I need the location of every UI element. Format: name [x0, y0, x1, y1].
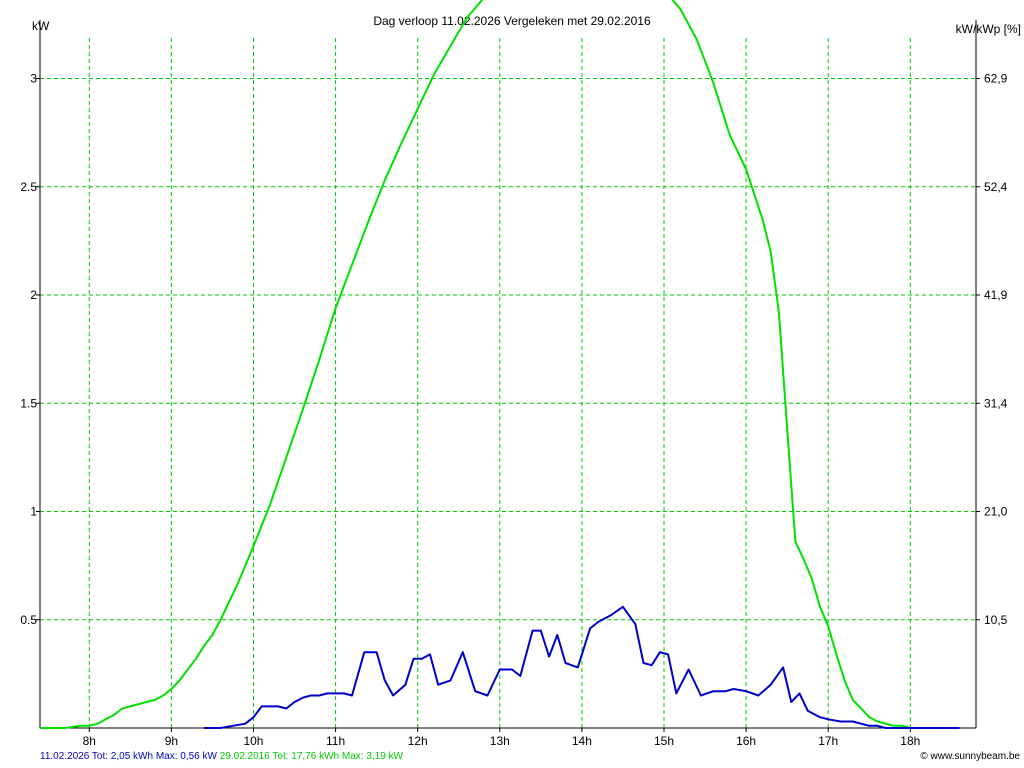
series-line-29-02-2016 — [40, 0, 960, 729]
x-tick-label: 18h — [900, 734, 920, 748]
y-tick-label-right: 52,4 — [984, 180, 1008, 194]
y-tick-label-right: 21,0 — [984, 505, 1008, 519]
x-tick-label: 9h — [165, 734, 178, 748]
y-tick-label-left: 2.5 — [20, 180, 37, 194]
grid-lines — [36, 38, 980, 732]
y-tick-label-right: 31,4 — [984, 396, 1008, 410]
y-tick-label-left: 3 — [30, 72, 37, 86]
y-tick-label-left: 0.5 — [20, 613, 37, 627]
legend-footer: 11.02.2026 Tot: 2,05 kWh Max: 0,56 kW 29… — [40, 751, 403, 762]
x-tick-label: 16h — [736, 734, 756, 748]
y-tick-label-right: 62,9 — [984, 72, 1008, 86]
y-tick-label-right: 10,5 — [984, 613, 1008, 627]
x-tick-label: 12h — [408, 734, 428, 748]
series-lines — [40, 0, 960, 729]
y-tick-label-right: 41,9 — [984, 288, 1008, 302]
series-line-11-02-2026 — [204, 605, 960, 729]
x-tick-label: 11h — [326, 734, 345, 748]
x-tick-label: 17h — [818, 734, 838, 748]
legend-series-29-02-2016: 29.02.2016 Tot: 17,76 kWh Max: 3,19 kW — [219, 751, 403, 762]
tick-labels: 0.5 10,5 1 21,0 1.5 31,4 2 41,9 2.5 52,4 3 62,9 8h 9h… — [20, 72, 1007, 749]
y-tick-label-left: 2 — [30, 288, 37, 302]
x-tick-label: 14h — [572, 734, 592, 748]
x-tick-label: 15h — [654, 734, 674, 748]
credit-text: © www.sunnybeam.be — [920, 751, 1020, 762]
axes — [39, 20, 977, 729]
x-tick-label: 13h — [490, 734, 510, 748]
chart-title: Dag verloop 11.02.2026 Vergeleken met 29… — [373, 14, 651, 28]
x-tick-label: 10h — [243, 734, 263, 748]
y-tick-label-left: 1 — [30, 505, 37, 519]
y-axis-right-label: kW/kWp [%] — [956, 22, 1021, 36]
y-tick-label-left: 1.5 — [20, 396, 37, 410]
legend-series-11-02-2026: 11.02.2026 Tot: 2,05 kWh Max: 0,56 kW — [40, 751, 217, 762]
y-axis-left-label: kW — [32, 19, 50, 33]
x-tick-label: 8h — [83, 734, 96, 748]
